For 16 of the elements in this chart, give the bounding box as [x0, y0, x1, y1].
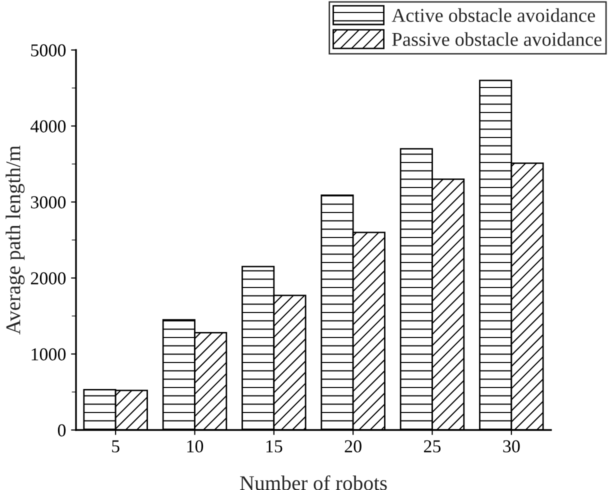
y-tick-label: 2000: [30, 272, 66, 284]
x-tick-label: 20: [344, 440, 362, 452]
legend-label: Active obstacle avoidance: [392, 8, 595, 22]
y-tick-label: 4000: [30, 120, 66, 132]
x-axis-title: Number of robots: [240, 475, 387, 490]
x-tick-label: 5: [112, 440, 120, 452]
x-tick-label: 30: [503, 440, 520, 452]
y-tick-label: 1000: [32, 348, 66, 360]
y-tick-label: 0: [58, 424, 66, 436]
x-tick-label: 10: [187, 440, 204, 452]
y-axis-title: Average path length/m: [6, 146, 25, 334]
y-tick-label: 5000: [31, 44, 66, 56]
legend-label: Passive obstacle avoidance: [392, 32, 602, 46]
y-tick-label: 3000: [31, 196, 66, 208]
x-tick-label: 25: [424, 440, 441, 452]
x-tick-label: 15: [266, 440, 282, 452]
